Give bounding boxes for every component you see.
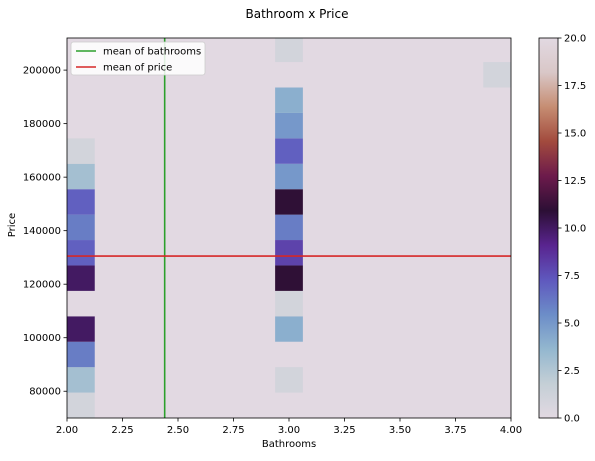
x-tick-label: 3.50 xyxy=(389,425,411,436)
colorbar-tick-label: 15.0 xyxy=(564,129,586,140)
legend-label: mean of price xyxy=(103,63,172,74)
mean-lines xyxy=(67,38,511,418)
heatmap-cells xyxy=(67,38,511,418)
colorbar-tick-label: 20.0 xyxy=(564,34,586,45)
heatmap-cell xyxy=(275,112,303,139)
y-axis-label: Price xyxy=(7,213,18,237)
x-tick-label: 3.75 xyxy=(444,425,466,436)
heatmap-cell xyxy=(275,87,303,113)
heatmap-cell xyxy=(275,316,303,342)
x-axis: 2.00 2.25 2.50 2.75 3.00 3.25 3.50 3.75 4.00 xyxy=(56,418,522,436)
colorbar-ticks: 0.0 2.5 5.0 7.5 10.0 12.5 15.0 17.5 20.0 xyxy=(558,34,586,425)
heatmap-cell xyxy=(275,138,303,164)
legend-label: mean of bathrooms xyxy=(103,47,201,58)
heatmap-cell xyxy=(275,38,303,63)
heatmap-cell xyxy=(275,367,303,393)
x-tick-label: 3.25 xyxy=(333,425,355,436)
heatmap-cell xyxy=(67,163,95,190)
heatmap-cell xyxy=(275,265,303,291)
heatmap-cell xyxy=(67,240,95,266)
x-tick-label: 2.50 xyxy=(167,425,189,436)
colorbar-tick-label: 0.0 xyxy=(564,414,580,425)
heatmap-cell xyxy=(275,189,303,215)
heatmap-cell xyxy=(275,163,303,190)
colorbar-tick-label: 12.5 xyxy=(564,176,586,187)
chart-title: Bathroom x Price xyxy=(246,7,349,21)
y-tick-label: 100000 xyxy=(23,333,61,344)
x-axis-label: Bathrooms xyxy=(262,439,316,450)
y-axis: 80000 100000 120000 140000 160000 180000 20000… xyxy=(23,66,67,398)
heatmap-cell xyxy=(275,214,303,241)
heatmap-cell xyxy=(67,392,95,418)
x-tick-label: 4.00 xyxy=(500,425,522,436)
colorbar-tick-label: 2.5 xyxy=(564,366,580,377)
x-tick-label: 2.00 xyxy=(56,425,78,436)
heatmap-cell xyxy=(67,189,95,215)
heatmap-cell xyxy=(483,62,511,88)
y-tick-label: 160000 xyxy=(23,173,61,184)
plot-area xyxy=(66,37,512,419)
heatmap-cell xyxy=(275,290,303,317)
colorbar-tick-label: 5.0 xyxy=(564,319,580,330)
legend-box xyxy=(70,41,206,76)
heatmap-cell xyxy=(67,367,95,393)
y-tick-label: 180000 xyxy=(23,119,61,130)
x-tick-label: 2.75 xyxy=(222,425,244,436)
legend: mean of bathrooms mean of price xyxy=(70,41,206,76)
colorbar-gradient xyxy=(538,37,559,419)
y-tick-label: 80000 xyxy=(29,387,61,398)
x-tick-label: 2.25 xyxy=(111,425,133,436)
heatmap-cell xyxy=(67,316,95,342)
y-tick-label: 120000 xyxy=(23,280,61,291)
y-tick-label: 140000 xyxy=(23,226,61,237)
heatmap-cell xyxy=(67,265,95,291)
x-tick-label: 3.00 xyxy=(278,425,300,436)
colorbar-tick-label: 10.0 xyxy=(564,224,586,235)
heatmap-cell xyxy=(275,240,303,266)
colorbar-tick-label: 7.5 xyxy=(564,271,580,282)
heatmap-cell xyxy=(67,214,95,241)
colorbar-tick-label: 17.5 xyxy=(564,81,586,92)
heatmap-cell xyxy=(67,290,95,317)
heatmap-cell xyxy=(67,341,95,368)
y-tick-label: 200000 xyxy=(23,66,61,77)
colorbar: 0.0 2.5 5.0 7.5 10.0 12.5 15.0 17.5 20.0 xyxy=(538,34,586,425)
heatmap-cell xyxy=(67,138,95,164)
